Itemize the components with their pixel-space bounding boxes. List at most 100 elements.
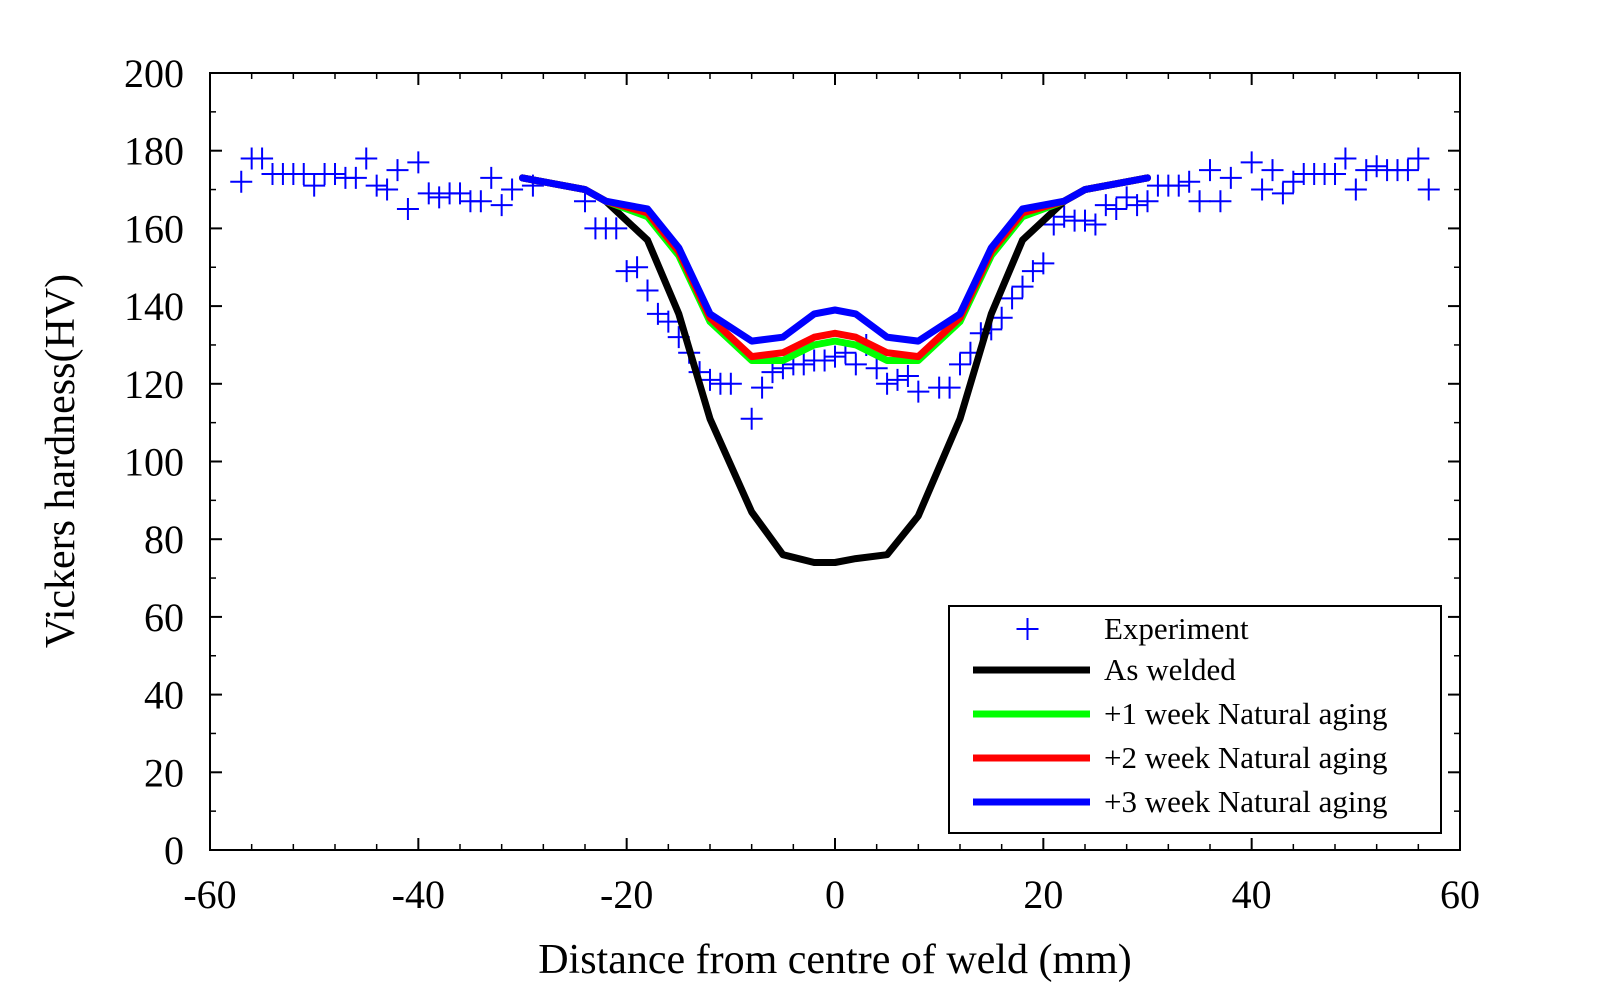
experiment-point bbox=[813, 349, 836, 372]
experiment-point bbox=[386, 159, 409, 182]
experiment-point bbox=[792, 353, 815, 376]
y-tick-label: 200 bbox=[124, 51, 184, 96]
experiment-point bbox=[1334, 147, 1357, 170]
experiment-point bbox=[1219, 166, 1242, 189]
y-tick-label: 80 bbox=[144, 517, 184, 562]
legend-box bbox=[948, 605, 1442, 834]
experiment-point bbox=[657, 310, 680, 333]
y-tick-label: 120 bbox=[124, 362, 184, 407]
experiment-point bbox=[699, 368, 721, 391]
experiment-point bbox=[615, 260, 638, 283]
experiment-point bbox=[896, 365, 919, 388]
experiment-point bbox=[1396, 159, 1419, 182]
legend-label-3: +2 week Natural aging bbox=[1104, 740, 1387, 775]
experiment-point bbox=[365, 174, 388, 197]
legend-marker-experiment bbox=[1016, 618, 1039, 640]
experiment-point bbox=[1209, 190, 1232, 213]
experiment-point bbox=[990, 306, 1013, 329]
experiment-point bbox=[1053, 205, 1076, 228]
experiment-point bbox=[740, 407, 763, 430]
y-tick-label: 180 bbox=[124, 129, 184, 174]
series-line-1 bbox=[519, 174, 1151, 566]
experiment-point bbox=[636, 279, 659, 302]
experiment-point bbox=[407, 151, 430, 174]
legend-label-experiment: Experiment bbox=[1104, 611, 1249, 646]
legend-label-4: +3 week Natural aging bbox=[1104, 784, 1387, 819]
x-tick-label: -40 bbox=[392, 872, 445, 917]
experiment-point bbox=[376, 178, 399, 201]
experiment-point bbox=[1167, 174, 1190, 197]
experiment-point bbox=[844, 353, 867, 376]
experiment-point bbox=[886, 368, 909, 391]
experiment-point bbox=[626, 256, 649, 279]
experiment-point bbox=[719, 372, 742, 395]
experiment-point bbox=[251, 147, 274, 170]
experiment-point bbox=[1032, 252, 1055, 275]
experiment-point bbox=[344, 166, 367, 189]
x-tick-label: 60 bbox=[1440, 872, 1480, 917]
experiment-point bbox=[1240, 151, 1263, 174]
experiment-point bbox=[1094, 194, 1117, 217]
legend-label-1: As welded bbox=[1104, 652, 1236, 687]
experiment-point bbox=[428, 186, 451, 209]
experiment-point bbox=[949, 353, 971, 376]
experiment-point bbox=[480, 166, 503, 189]
experiment-point bbox=[230, 170, 253, 193]
experiment-point bbox=[1261, 159, 1284, 182]
experiment-point bbox=[1001, 287, 1024, 310]
experiment-point bbox=[355, 147, 378, 170]
experiment-point bbox=[1126, 194, 1149, 217]
experiment-point bbox=[324, 163, 346, 186]
experiment-point bbox=[1136, 190, 1159, 213]
x-axis-title: Distance from centre of weld (mm) bbox=[538, 937, 1132, 983]
experiment-point bbox=[1188, 190, 1211, 213]
x-tick-label: -20 bbox=[600, 872, 653, 917]
experiment-point bbox=[1011, 275, 1034, 298]
experiment-point bbox=[1355, 159, 1378, 182]
experiment-point bbox=[907, 380, 930, 403]
legend: Experiment As welded +1 week Natural aging… bbox=[948, 605, 1442, 834]
experiment-point bbox=[751, 376, 774, 399]
experiment-point bbox=[490, 194, 513, 217]
y-tick-label: 160 bbox=[124, 206, 184, 251]
experiment-point bbox=[876, 372, 899, 395]
experiment-point bbox=[1407, 147, 1430, 170]
experiment-point bbox=[1074, 209, 1096, 232]
experiment-point bbox=[303, 174, 326, 197]
x-tick-label: 0 bbox=[825, 872, 845, 917]
experiment-point bbox=[824, 345, 846, 368]
y-tick-label: 0 bbox=[164, 828, 184, 873]
experiment-point bbox=[1417, 178, 1440, 201]
experiment-point bbox=[1178, 170, 1201, 193]
experiment-point bbox=[865, 357, 888, 380]
x-tick-label: 20 bbox=[1023, 872, 1063, 917]
y-tick-label: 100 bbox=[124, 440, 184, 485]
experiment-point bbox=[1251, 178, 1274, 201]
experiment-point bbox=[1365, 155, 1388, 178]
experiment-point bbox=[469, 190, 492, 213]
experiment-point bbox=[1271, 182, 1294, 205]
y-tick-label: 140 bbox=[124, 284, 184, 329]
experiment-point bbox=[938, 376, 961, 399]
experiment-point bbox=[501, 178, 524, 201]
experiment-point bbox=[1105, 197, 1128, 220]
experiment-point bbox=[1344, 178, 1367, 201]
x-tick-label: -60 bbox=[183, 872, 236, 917]
x-tick-label: 40 bbox=[1232, 872, 1272, 917]
experiment-point bbox=[1324, 163, 1346, 186]
y-axis-title: Vickers hardness(HV) bbox=[38, 274, 84, 648]
experiment-point bbox=[574, 190, 596, 213]
y-tick-label: 20 bbox=[144, 750, 184, 795]
experiment-point bbox=[396, 197, 419, 220]
experiment-point bbox=[417, 182, 440, 205]
experiment-point bbox=[292, 163, 315, 186]
y-tick-label: 60 bbox=[144, 595, 184, 640]
experiment-point bbox=[1199, 159, 1221, 182]
legend-label-2: +1 week Natural aging bbox=[1104, 696, 1387, 731]
y-tick-label: 40 bbox=[144, 673, 184, 718]
experiment-point bbox=[605, 217, 628, 240]
experiment-point bbox=[761, 361, 784, 384]
experiment-point bbox=[1084, 213, 1107, 236]
